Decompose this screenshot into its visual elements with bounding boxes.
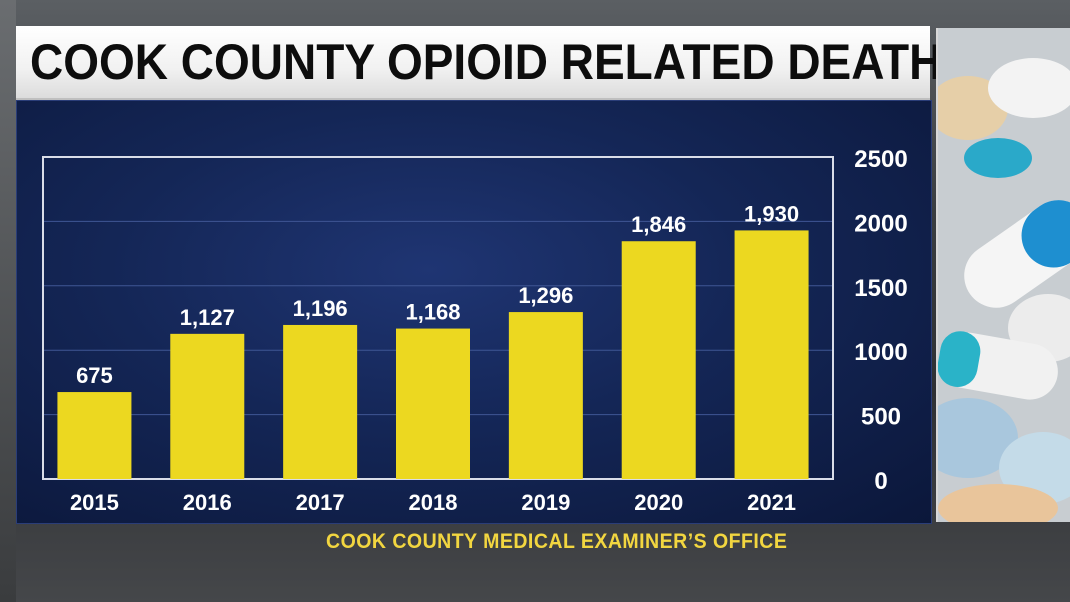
bar [170, 333, 245, 479]
chart-title: COOK COUNTY OPIOID RELATED DEATHS [30, 34, 974, 90]
bar-value-label: 1,930 [744, 201, 799, 226]
bar [621, 241, 696, 479]
bar [283, 324, 358, 479]
bar-value-label: 1,846 [631, 212, 686, 237]
y-tick-label: 0 [874, 468, 887, 495]
y-tick-label: 1500 [854, 275, 907, 302]
y-tick-label: 2000 [854, 210, 907, 237]
bar [57, 392, 132, 479]
bar-value-label: 1,168 [405, 300, 460, 325]
bar [734, 230, 809, 479]
x-tick-label: 2018 [409, 490, 458, 515]
x-tick-label: 2017 [296, 490, 345, 515]
background-blur [0, 0, 16, 602]
y-tick-label: 1000 [854, 339, 907, 366]
x-tick-label: 2021 [747, 490, 796, 515]
bar-value-label: 1,196 [293, 296, 348, 321]
bar-value-label: 675 [76, 363, 113, 388]
bar-chart: 0 500 1000 1500 2000 2500 675 2015 1,127 2016 1,19… [42, 146, 908, 515]
chart-panel: 0 500 1000 1500 2000 2500 675 2015 1,127 2016 1,19… [16, 100, 932, 524]
bar-value-label: 1,296 [518, 283, 573, 308]
bar [508, 312, 583, 479]
x-tick-label: 2020 [634, 490, 683, 515]
bar [396, 328, 470, 479]
x-tick-label: 2019 [521, 490, 570, 515]
pills-photo [936, 28, 1070, 522]
x-tick-label: 2016 [183, 490, 232, 515]
title-banner: COOK COUNTY OPIOID RELATED DEATHS [16, 26, 973, 100]
y-tick-label: 2500 [854, 146, 907, 173]
source-credit: COOK COUNTY MEDICAL EXAMINER’S OFFICE [326, 530, 788, 553]
bar-value-label: 1,127 [180, 305, 235, 330]
x-tick-label: 2015 [70, 490, 119, 515]
y-tick-label: 500 [861, 404, 901, 431]
pills-image [938, 28, 1070, 522]
